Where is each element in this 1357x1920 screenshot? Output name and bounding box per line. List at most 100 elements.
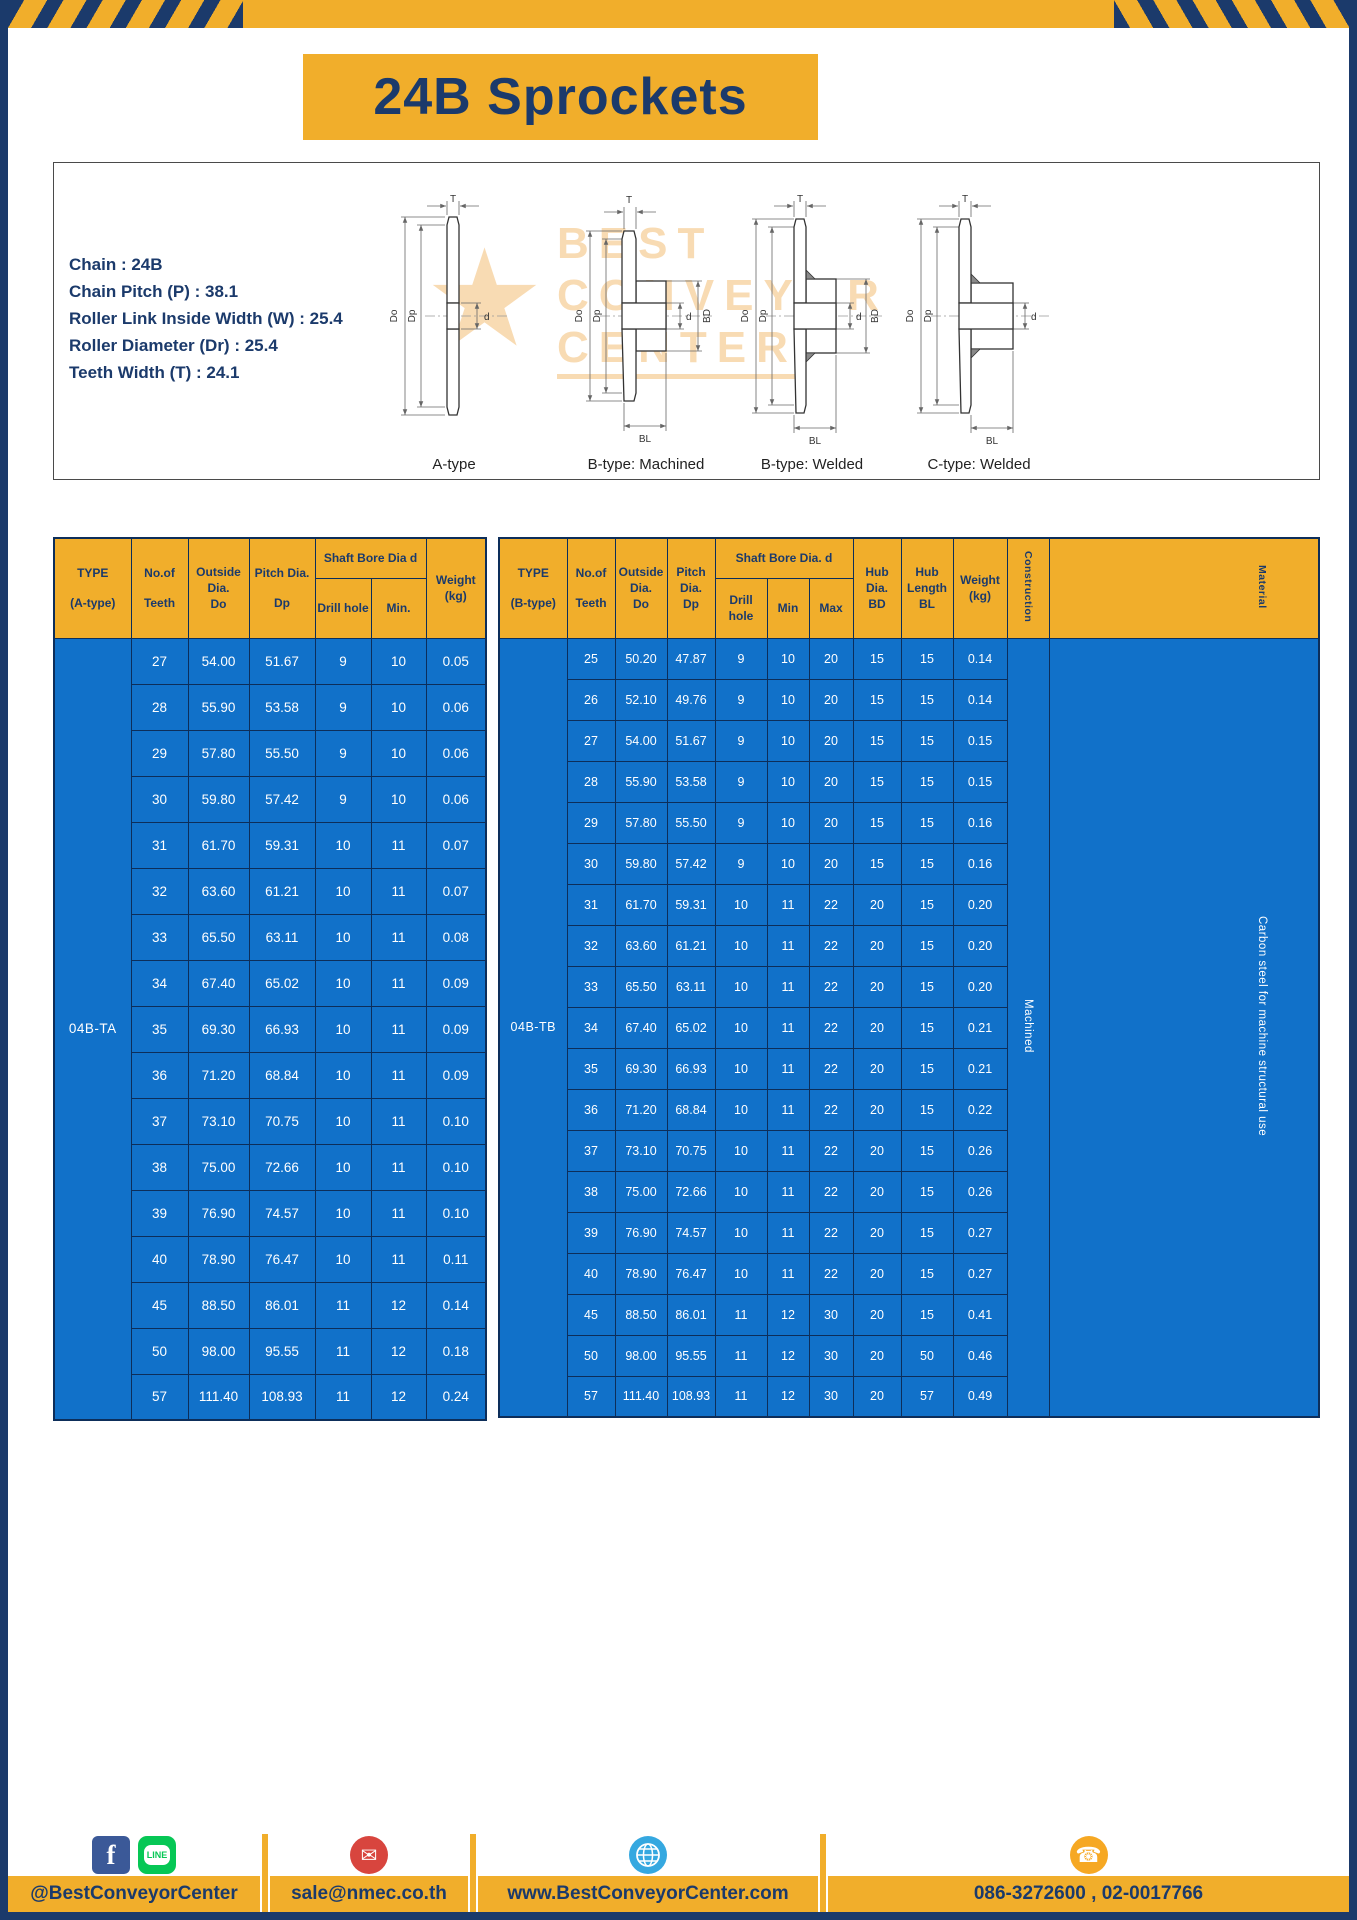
table-cell: 73.10 [614, 1129, 668, 1172]
table-cell: 67.40 [187, 959, 250, 1007]
drawing-label-c-type-welded: C-type: Welded [927, 456, 1031, 473]
drawing-label-a-type: A-type [432, 456, 476, 473]
footer-divider [818, 1834, 828, 1912]
table-cell: 22 [808, 1129, 854, 1172]
table-row: 34 67.40 65.02 10 11 0.09 [54, 959, 487, 1007]
table-cell: 67.40 [614, 1006, 668, 1049]
table-cell: 95.55 [666, 1334, 716, 1377]
svg-text:Do: Do [389, 309, 400, 322]
table-cell: 86.01 [666, 1293, 716, 1336]
table-row: 29 57.80 55.50 9 10 20 15 15 0.16 [499, 801, 1319, 844]
table-cell: 54.00 [614, 719, 668, 762]
table-cell: 22 [808, 965, 854, 1008]
table-cell: 55.90 [187, 683, 250, 731]
col-header-hub-dia: Hub Dia. BD [852, 537, 902, 639]
table-cell: 59.31 [248, 821, 316, 869]
svg-text:T: T [797, 194, 803, 205]
table-cell: 45 [566, 1293, 616, 1336]
svg-text:BD: BD [870, 309, 881, 323]
table-cell: 15 [852, 678, 902, 721]
col-header-teeth: No.of Teeth [566, 537, 616, 639]
table-cell: 57 [566, 1375, 616, 1418]
table-row: 50 98.00 95.55 11 12 0.18 [54, 1327, 487, 1375]
table-cell: 12 [766, 1375, 810, 1418]
table-cell: 15 [852, 637, 902, 680]
table-cell: 10 [314, 1143, 372, 1191]
table-cell: 15 [900, 719, 954, 762]
table-cell: 10 [314, 1097, 372, 1145]
table-cell: 111.40 [187, 1373, 250, 1421]
table-cell: 11 [766, 1088, 810, 1131]
footer-website-section: www.BestConveyorCenter.com [478, 1834, 818, 1912]
table-cell: 11 [314, 1373, 372, 1421]
table-cell: 78.90 [614, 1252, 668, 1295]
type-a-label: 04B-TA [53, 637, 132, 1421]
table-cell: 11 [766, 1047, 810, 1090]
spec-chain-pitch: Chain Pitch (P) : 38.1 [69, 282, 239, 301]
table-row: 35 69.30 66.93 10 11 22 20 15 0.21 [499, 1047, 1319, 1090]
table-cell: 22 [808, 1252, 854, 1295]
table-cell: 57 [900, 1375, 954, 1418]
table-cell: 20 [852, 1088, 902, 1131]
table-cell: 0.06 [425, 683, 487, 731]
table-cell: 10 [314, 1235, 372, 1283]
table-cell: 49.76 [666, 678, 716, 721]
table-cell: 12 [370, 1327, 427, 1375]
spec-panel: Chain : 24B Chain Pitch (P) : 38.1 Rolle… [69, 251, 343, 386]
table-cell: 37 [130, 1097, 189, 1145]
table-cell: 40 [130, 1235, 189, 1283]
table-cell: 15 [900, 842, 954, 885]
table-cell: 10 [714, 1170, 768, 1213]
table-cell: 22 [808, 1088, 854, 1131]
table-cell: 33 [130, 913, 189, 961]
svg-text:BL: BL [809, 436, 822, 447]
table-cell: 39 [130, 1189, 189, 1237]
table-cell: 72.66 [248, 1143, 316, 1191]
svg-text:BD: BD [702, 309, 713, 323]
table-cell: 11 [766, 1252, 810, 1295]
table-cell: 10 [314, 959, 372, 1007]
spec-teeth-width: Teeth Width (T) : 24.1 [69, 363, 240, 382]
table-cell: 52.10 [614, 678, 668, 721]
table-cell: 65.50 [614, 965, 668, 1008]
table-cell: 10 [314, 867, 372, 915]
svg-text:d: d [686, 312, 692, 323]
table-row: 32 63.60 61.21 10 11 22 20 15 0.20 [499, 924, 1319, 967]
table-cell: 20 [808, 719, 854, 762]
table-row: 57 111.40 108.93 11 12 0.24 [54, 1373, 487, 1421]
email-address: sale@nmec.co.th [291, 1883, 447, 1904]
table-cell: 38 [566, 1170, 616, 1213]
table-cell: 59.31 [666, 883, 716, 926]
table-cell: 27 [130, 637, 189, 685]
svg-text:Dp: Dp [923, 309, 934, 322]
col-header-construction: Construction [1006, 537, 1050, 639]
table-cell: 38 [130, 1143, 189, 1191]
table-cell: 30 [808, 1293, 854, 1336]
table-cell: 0.05 [425, 637, 487, 685]
table-cell: 10 [766, 678, 810, 721]
table-cell: 11 [314, 1281, 372, 1329]
table-cell: 57.42 [248, 775, 316, 823]
table-cell: 78.90 [187, 1235, 250, 1283]
svg-text:Do: Do [574, 309, 585, 322]
table-cell: 57.42 [666, 842, 716, 885]
svg-text:Dp: Dp [592, 309, 603, 322]
table-row: 50 98.00 95.55 11 12 30 20 50 0.46 [499, 1334, 1319, 1377]
table-cell: 0.22 [952, 1088, 1008, 1131]
table-a-header-row: TYPE (A-type) No.of Teeth Outside Dia. D… [53, 537, 487, 639]
table-cell: 34 [566, 1006, 616, 1049]
table-cell: 70.75 [666, 1129, 716, 1172]
table-cell: 0.09 [425, 1005, 487, 1053]
table-cell: 10 [714, 1129, 768, 1172]
table-cell: 26 [566, 678, 616, 721]
table-cell: 10 [370, 775, 427, 823]
line-icon: LINE [138, 1836, 176, 1874]
table-cell: 65.02 [248, 959, 316, 1007]
table-cell: 11 [714, 1375, 768, 1418]
table-cell: 9 [314, 637, 372, 685]
table-row: 37 73.10 70.75 10 11 0.10 [54, 1097, 487, 1145]
table-b-subheader-row: Drill hole Min Max [499, 577, 1319, 639]
table-cell: 11 [370, 1051, 427, 1099]
table-cell: 0.09 [425, 959, 487, 1007]
table-cell: 11 [370, 1189, 427, 1237]
